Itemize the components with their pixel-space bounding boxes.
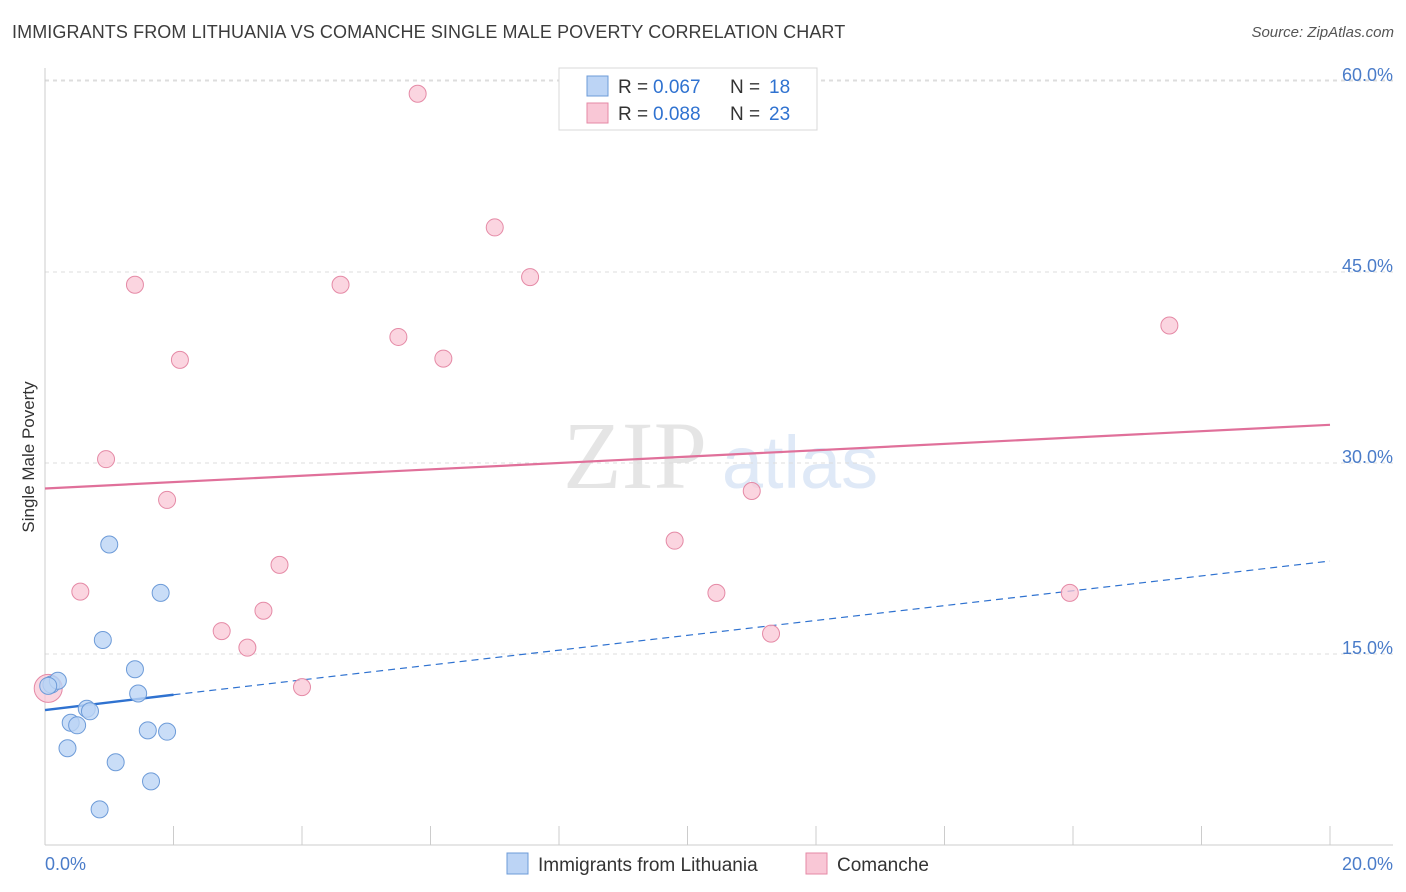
point-comanche bbox=[125, 275, 144, 294]
point-comanche bbox=[212, 622, 231, 641]
tick-label-layer: 15.0% 30.0% 45.0% 60.0% 0.0% 20.0% bbox=[45, 65, 1393, 874]
point-comanche bbox=[293, 678, 311, 697]
watermark-zip: ZIP bbox=[563, 402, 707, 509]
legend-n-label-blue: N = bbox=[730, 77, 760, 98]
x-tick-label-min: 0.0% bbox=[45, 854, 86, 874]
legend-n-value-pink: 23 bbox=[769, 104, 790, 125]
point-comanche bbox=[331, 275, 350, 294]
point-lithuania bbox=[90, 800, 109, 819]
point-comanche bbox=[170, 350, 189, 369]
legend-r-value-pink: 0.088 bbox=[653, 104, 701, 125]
point-comanche bbox=[1160, 316, 1179, 335]
point-lithuania bbox=[100, 535, 119, 554]
trend-line-comanche bbox=[44, 423, 1331, 490]
bottom-legend-swatch-blue bbox=[506, 852, 529, 875]
y-tick-label-15: 15.0% bbox=[1342, 638, 1393, 658]
legend-r-value-blue: 0.067 bbox=[653, 77, 701, 98]
axes-layer bbox=[44, 68, 1393, 846]
legend-r-label-pink: R = bbox=[618, 104, 648, 125]
trend-layer bbox=[44, 423, 1331, 712]
legend-n-label-pink: N = bbox=[730, 104, 760, 125]
y-axis-title: Single Male Poverty bbox=[19, 381, 38, 533]
point-comanche bbox=[158, 490, 177, 509]
point-lithuania bbox=[106, 753, 125, 772]
point-comanche bbox=[408, 84, 427, 103]
y-tick-label-60: 60.0% bbox=[1342, 65, 1393, 85]
point-lithuania bbox=[151, 583, 170, 602]
source-label: Source: ZipAtlas.com bbox=[1251, 24, 1394, 41]
point-comanche bbox=[521, 268, 540, 287]
point-comanche bbox=[742, 482, 761, 501]
chart-title: IMMIGRANTS FROM LITHUANIA VS COMANCHE SI… bbox=[12, 22, 846, 42]
point-comanche bbox=[254, 601, 273, 620]
point-lithuania bbox=[138, 721, 157, 740]
points-layer bbox=[33, 84, 1179, 819]
point-comanche bbox=[389, 327, 408, 346]
stats-legend: R = 0.067 N = 18 R = 0.088 N = 23 bbox=[558, 67, 818, 131]
point-lithuania bbox=[93, 630, 112, 649]
bottom-legend-label-blue: Immigrants from Lithuania bbox=[538, 855, 758, 876]
point-lithuania bbox=[158, 722, 177, 741]
point-comanche bbox=[270, 555, 289, 574]
y-tick-label-30: 30.0% bbox=[1342, 447, 1393, 467]
point-comanche bbox=[71, 582, 90, 601]
point-lithuania bbox=[39, 676, 58, 695]
point-comanche bbox=[707, 583, 726, 602]
point-lithuania bbox=[80, 702, 99, 721]
point-comanche bbox=[485, 218, 504, 237]
trend-line-lithuania bbox=[44, 693, 174, 712]
point-comanche bbox=[97, 450, 116, 469]
point-lithuania bbox=[142, 772, 161, 791]
point-lithuania bbox=[129, 684, 148, 703]
point-comanche bbox=[665, 531, 684, 550]
bottom-legend-label-pink: Comanche bbox=[837, 855, 929, 876]
bottom-legend-swatch-pink bbox=[805, 852, 828, 875]
point-comanche bbox=[762, 624, 781, 643]
x-tick-label-max: 20.0% bbox=[1342, 854, 1393, 874]
point-comanche bbox=[238, 638, 257, 657]
point-lithuania bbox=[125, 660, 144, 679]
point-comanche bbox=[434, 349, 453, 368]
point-lithuania bbox=[58, 739, 77, 758]
legend-r-label-blue: R = bbox=[618, 77, 648, 98]
y-tick-label-45: 45.0% bbox=[1342, 256, 1393, 276]
grid-layer bbox=[45, 79, 1393, 655]
trend-line-lithuania-extended bbox=[173, 560, 1331, 696]
legend-swatch-blue bbox=[586, 75, 609, 97]
series-legend: Immigrants from Lithuania Comanche bbox=[506, 852, 929, 876]
legend-n-value-blue: 18 bbox=[769, 77, 790, 98]
point-lithuania bbox=[68, 716, 87, 735]
legend-swatch-pink bbox=[586, 102, 609, 124]
point-comanche bbox=[1060, 583, 1079, 602]
